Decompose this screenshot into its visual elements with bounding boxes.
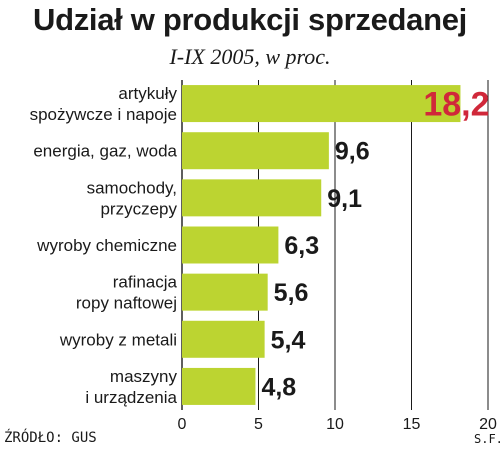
x-tick-label: 10 [326, 416, 344, 433]
category-label: maszyny [110, 367, 178, 386]
bar [182, 85, 461, 123]
data-label: 4,8 [261, 373, 296, 401]
bar [182, 132, 329, 170]
x-tick-label: 15 [403, 416, 421, 433]
category-label: wyroby z metali [59, 330, 177, 349]
category-label: samochody, [87, 178, 177, 197]
data-label: 9,6 [335, 138, 370, 166]
source-note: ŹRÓDŁO: GUS [4, 430, 97, 446]
data-label: 9,1 [327, 185, 362, 213]
category-label: rafinacja [113, 273, 178, 292]
category-label: ropy naftowej [76, 294, 177, 313]
category-label: artykuły [118, 84, 177, 103]
bar [182, 367, 256, 405]
category-label: i urządzenia [85, 388, 177, 407]
category-label: przyczepy [100, 199, 177, 218]
bar [182, 320, 265, 358]
category-label: spożywcze i napoje [30, 105, 177, 124]
x-tick-label: 20 [479, 416, 497, 433]
x-tick-label: 5 [254, 416, 263, 433]
chart-subtitle: I-IX 2005, w proc. [169, 44, 331, 69]
data-label: 5,4 [271, 326, 306, 354]
bar [182, 226, 279, 264]
chart-title: Udział w produkcji sprzedanej [32, 2, 467, 37]
bar [182, 273, 268, 311]
data-label: 5,6 [274, 279, 309, 307]
x-tick-label: 0 [178, 416, 187, 433]
category-label: energia, gaz, woda [33, 142, 177, 161]
bar [182, 179, 322, 217]
data-label: 18,2 [423, 86, 489, 124]
author-credit: S.F. [474, 432, 500, 446]
data-label: 6,3 [284, 232, 319, 260]
category-label: wyroby chemiczne [36, 236, 177, 255]
